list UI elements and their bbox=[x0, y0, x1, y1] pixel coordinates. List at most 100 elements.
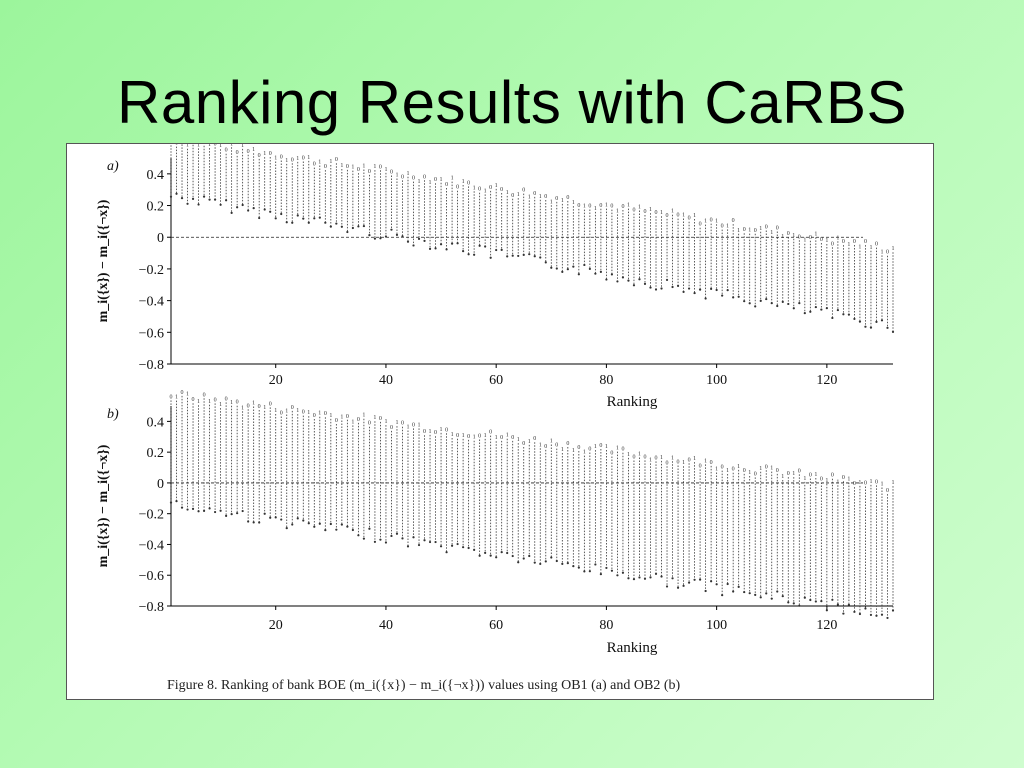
range-endpoint bbox=[809, 310, 812, 313]
range-endpoint bbox=[384, 541, 388, 544]
point-code-label: 0 bbox=[743, 468, 746, 474]
range-endpoint bbox=[732, 296, 735, 299]
range-endpoint bbox=[572, 265, 575, 268]
point-code-label: 0 bbox=[677, 213, 680, 219]
point-code-label: 1 bbox=[704, 458, 707, 464]
range-endpoint bbox=[781, 300, 784, 303]
point-code-label: 0 bbox=[302, 410, 305, 416]
range-endpoint bbox=[715, 583, 718, 586]
range-endpoint bbox=[743, 300, 746, 303]
figure-caption: Figure 8. Ranking of bank BOE (m_i({x}) … bbox=[167, 678, 681, 693]
x-tick-label: 80 bbox=[599, 373, 613, 388]
range-endpoint bbox=[456, 542, 459, 546]
x-axis-label: Ranking bbox=[607, 640, 658, 656]
range-endpoint bbox=[621, 571, 625, 574]
point-code-label: 1 bbox=[429, 429, 432, 435]
point-code-label: 0 bbox=[247, 149, 250, 155]
range-endpoint bbox=[439, 545, 443, 548]
point-code-label: 0 bbox=[677, 460, 680, 466]
range-endpoint bbox=[588, 570, 591, 573]
point-code-label: 1 bbox=[219, 402, 222, 408]
range-endpoint bbox=[484, 245, 487, 248]
point-code-label: 1 bbox=[506, 433, 509, 439]
range-endpoint bbox=[417, 543, 421, 547]
point-code-label: 1 bbox=[594, 444, 597, 450]
y-tick-label: 0.2 bbox=[147, 446, 165, 461]
range-endpoint bbox=[423, 539, 426, 542]
point-code-label: 1 bbox=[340, 415, 343, 421]
point-code-label: 0 bbox=[632, 455, 635, 461]
point-code-label: 0 bbox=[478, 187, 481, 193]
point-code-label: 1 bbox=[351, 165, 354, 171]
point-code-label: 1 bbox=[781, 234, 784, 240]
range-endpoint bbox=[891, 609, 895, 612]
point-code-label: 0 bbox=[621, 447, 624, 453]
range-endpoint bbox=[484, 551, 487, 554]
point-code-label: 1 bbox=[373, 164, 376, 170]
range-endpoint bbox=[373, 540, 377, 543]
range-endpoint bbox=[693, 578, 696, 581]
point-code-label: 1 bbox=[208, 399, 211, 405]
range-endpoint bbox=[495, 248, 498, 252]
range-endpoint bbox=[605, 566, 608, 570]
point-code-label: 1 bbox=[175, 395, 178, 401]
range-endpoint bbox=[588, 267, 591, 271]
point-code-label: 1 bbox=[858, 480, 861, 486]
point-code-label: 1 bbox=[418, 422, 421, 428]
y-tick-label: 0.2 bbox=[147, 200, 165, 215]
range-endpoint bbox=[390, 534, 393, 538]
range-endpoint bbox=[263, 512, 266, 515]
range-endpoint bbox=[241, 509, 244, 513]
range-endpoint bbox=[368, 234, 371, 237]
range-endpoint bbox=[632, 284, 636, 287]
point-code-label: 1 bbox=[318, 159, 321, 165]
point-code-label: 0 bbox=[401, 174, 404, 180]
point-code-label: 0 bbox=[809, 472, 812, 478]
range-endpoint bbox=[395, 532, 399, 535]
point-code-label: 1 bbox=[572, 200, 575, 206]
point-code-label: 0 bbox=[643, 454, 646, 460]
y-tick-label: −0.8 bbox=[139, 358, 164, 373]
range-endpoint bbox=[798, 604, 801, 607]
point-code-label: 1 bbox=[616, 446, 619, 452]
point-code-label: 0 bbox=[864, 239, 867, 245]
point-code-label: 1 bbox=[682, 213, 685, 219]
point-code-label: 1 bbox=[263, 151, 266, 157]
point-code-label: 1 bbox=[440, 177, 443, 183]
range-endpoint bbox=[814, 600, 817, 603]
point-code-label: 0 bbox=[544, 194, 547, 200]
point-code-label: 1 bbox=[329, 413, 332, 419]
range-endpoint bbox=[439, 243, 443, 246]
y-tick-label: 0.4 bbox=[147, 168, 165, 183]
point-code-label: 1 bbox=[726, 223, 729, 229]
point-code-label: 1 bbox=[671, 209, 674, 215]
range-endpoint bbox=[428, 247, 432, 250]
point-code-label: 1 bbox=[462, 433, 465, 439]
point-code-label: 0 bbox=[456, 433, 459, 439]
range-endpoint bbox=[340, 225, 343, 228]
range-endpoint bbox=[754, 593, 757, 596]
point-code-label: 0 bbox=[831, 473, 834, 479]
range-endpoint bbox=[577, 273, 580, 276]
point-code-label: 0 bbox=[809, 235, 812, 241]
range-endpoint bbox=[450, 242, 454, 245]
point-code-label: 0 bbox=[203, 392, 206, 398]
range-endpoint bbox=[528, 554, 531, 558]
range-endpoint bbox=[280, 518, 283, 521]
range-endpoint bbox=[473, 548, 476, 551]
point-code-label: 1 bbox=[495, 435, 498, 441]
point-code-label: 1 bbox=[583, 450, 586, 456]
figure-frame: 0.40.20−0.2−0.4−0.6−0.820406080100120010… bbox=[66, 143, 934, 700]
point-code-label: 1 bbox=[550, 439, 553, 445]
point-code-label: 0 bbox=[412, 422, 415, 428]
point-code-label: 0 bbox=[864, 481, 867, 487]
point-code-label: 1 bbox=[748, 470, 751, 476]
point-code-label: 0 bbox=[787, 231, 790, 237]
range-endpoint bbox=[186, 508, 189, 511]
range-endpoint bbox=[285, 221, 288, 224]
point-code-label: 0 bbox=[390, 170, 393, 176]
point-code-label: 1 bbox=[484, 433, 487, 439]
range-endpoint bbox=[395, 233, 399, 236]
point-code-label: 0 bbox=[346, 164, 349, 170]
point-code-label: 0 bbox=[632, 208, 635, 214]
